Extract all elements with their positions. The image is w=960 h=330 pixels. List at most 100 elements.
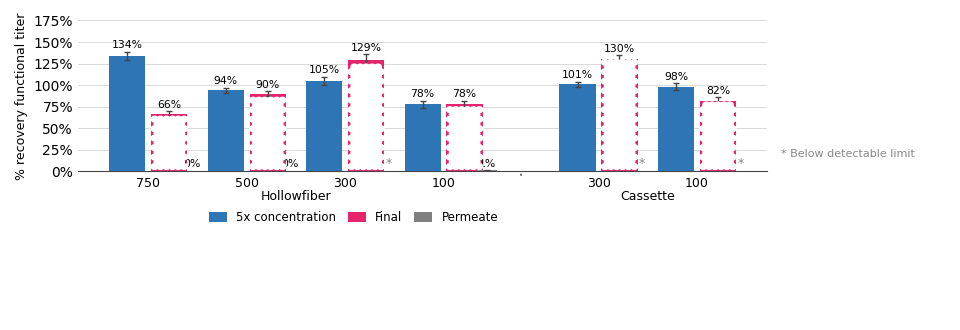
Ellipse shape xyxy=(160,121,167,127)
Ellipse shape xyxy=(468,112,474,117)
Ellipse shape xyxy=(155,140,161,146)
Ellipse shape xyxy=(625,78,632,84)
Ellipse shape xyxy=(619,135,626,141)
Ellipse shape xyxy=(354,88,361,94)
Ellipse shape xyxy=(351,149,358,155)
Ellipse shape xyxy=(354,97,361,103)
Ellipse shape xyxy=(631,126,637,132)
Ellipse shape xyxy=(708,140,715,146)
Ellipse shape xyxy=(255,135,262,141)
Ellipse shape xyxy=(157,116,164,122)
Ellipse shape xyxy=(461,121,468,127)
Ellipse shape xyxy=(180,154,187,160)
Ellipse shape xyxy=(264,121,271,127)
Ellipse shape xyxy=(172,121,179,127)
Ellipse shape xyxy=(369,149,375,155)
Ellipse shape xyxy=(622,102,629,108)
Ellipse shape xyxy=(366,107,372,113)
Ellipse shape xyxy=(476,145,483,150)
Ellipse shape xyxy=(613,126,620,132)
Ellipse shape xyxy=(250,107,256,113)
Ellipse shape xyxy=(180,145,187,150)
Ellipse shape xyxy=(178,149,184,155)
Ellipse shape xyxy=(357,130,364,136)
Ellipse shape xyxy=(377,135,384,141)
Ellipse shape xyxy=(608,135,614,141)
Text: 130%: 130% xyxy=(604,44,635,54)
Ellipse shape xyxy=(374,64,381,70)
Ellipse shape xyxy=(605,74,612,80)
Ellipse shape xyxy=(377,88,384,94)
Ellipse shape xyxy=(461,159,468,165)
Ellipse shape xyxy=(250,145,256,150)
Ellipse shape xyxy=(631,69,637,75)
Ellipse shape xyxy=(608,126,614,132)
Ellipse shape xyxy=(166,159,173,165)
Ellipse shape xyxy=(360,145,367,150)
Ellipse shape xyxy=(708,130,715,136)
Ellipse shape xyxy=(374,121,381,127)
Ellipse shape xyxy=(377,97,384,103)
Ellipse shape xyxy=(157,145,164,150)
Text: 105%: 105% xyxy=(308,65,340,75)
Ellipse shape xyxy=(613,69,620,75)
Ellipse shape xyxy=(354,126,361,132)
Ellipse shape xyxy=(628,83,635,89)
Ellipse shape xyxy=(250,164,256,169)
Ellipse shape xyxy=(261,116,268,122)
Y-axis label: % recovery functional titer: % recovery functional titer xyxy=(15,12,28,180)
Ellipse shape xyxy=(252,159,259,165)
Ellipse shape xyxy=(727,159,733,165)
Text: *: * xyxy=(737,157,744,170)
Ellipse shape xyxy=(616,159,623,165)
Ellipse shape xyxy=(369,102,375,108)
Ellipse shape xyxy=(613,88,620,94)
Ellipse shape xyxy=(611,112,617,117)
Ellipse shape xyxy=(470,126,477,132)
Text: 0%: 0% xyxy=(281,159,299,169)
Ellipse shape xyxy=(366,164,372,169)
Ellipse shape xyxy=(374,92,381,98)
Ellipse shape xyxy=(366,69,372,75)
Ellipse shape xyxy=(628,140,635,146)
Ellipse shape xyxy=(354,69,361,75)
Ellipse shape xyxy=(608,88,614,94)
Ellipse shape xyxy=(348,145,355,150)
Ellipse shape xyxy=(625,135,632,141)
Ellipse shape xyxy=(452,164,459,169)
Ellipse shape xyxy=(261,164,268,169)
Ellipse shape xyxy=(348,154,355,160)
Ellipse shape xyxy=(622,121,629,127)
Ellipse shape xyxy=(363,102,370,108)
Ellipse shape xyxy=(360,126,367,132)
Ellipse shape xyxy=(351,102,358,108)
Bar xyxy=(446,104,483,171)
Ellipse shape xyxy=(446,154,453,160)
Ellipse shape xyxy=(372,164,378,169)
Ellipse shape xyxy=(274,97,280,103)
Ellipse shape xyxy=(714,112,721,117)
Ellipse shape xyxy=(348,107,355,113)
Ellipse shape xyxy=(261,145,268,150)
Text: *: * xyxy=(386,157,392,170)
Ellipse shape xyxy=(602,145,609,150)
Ellipse shape xyxy=(703,159,709,165)
Ellipse shape xyxy=(711,126,718,132)
Ellipse shape xyxy=(377,145,384,150)
Ellipse shape xyxy=(616,121,623,127)
Ellipse shape xyxy=(274,116,280,122)
Ellipse shape xyxy=(163,126,170,132)
Bar xyxy=(348,60,384,171)
Ellipse shape xyxy=(473,112,480,117)
Ellipse shape xyxy=(611,64,617,70)
Ellipse shape xyxy=(169,164,176,169)
Ellipse shape xyxy=(721,140,728,146)
Ellipse shape xyxy=(250,135,256,141)
Ellipse shape xyxy=(360,107,367,113)
Ellipse shape xyxy=(363,83,370,89)
Ellipse shape xyxy=(608,145,614,150)
Ellipse shape xyxy=(169,116,176,122)
Ellipse shape xyxy=(631,164,637,169)
Ellipse shape xyxy=(374,74,381,80)
Ellipse shape xyxy=(730,145,736,150)
